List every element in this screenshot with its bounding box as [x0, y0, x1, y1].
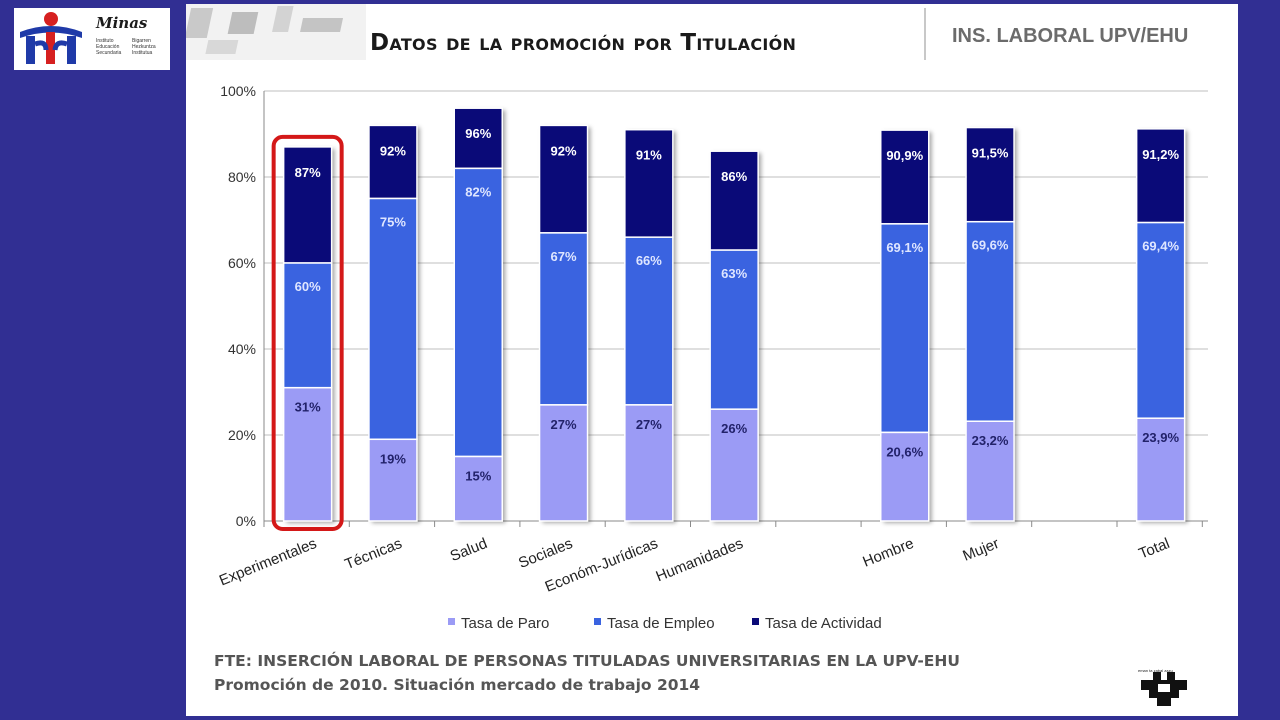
bar-paro: [880, 431, 930, 522]
legend-label: Tasa de Paro: [461, 615, 549, 632]
x-category-label: Sociales: [516, 535, 575, 572]
y-tick-label: 60%: [228, 255, 256, 271]
y-tick-label: 20%: [228, 427, 256, 443]
x-category-label: Humanidades: [653, 535, 745, 585]
x-category-label: Experimentales: [217, 535, 319, 589]
bar-actividad: [1135, 128, 1186, 224]
bar-paro: [453, 455, 503, 522]
legend-swatch: [448, 618, 455, 625]
data-label-empleo: 69,6%: [972, 238, 1009, 253]
bar-actividad: [965, 126, 1015, 223]
bar-empleo: [453, 167, 503, 458]
bar-actividad: [880, 129, 930, 225]
bar-empleo: [282, 262, 333, 389]
data-label-empleo: 69,4%: [1142, 239, 1179, 254]
institute-emblem-icon: [20, 12, 82, 64]
logo-text-left: Instituto Educación Secundaria: [96, 38, 130, 56]
bar-paro: [624, 404, 674, 522]
data-label-paro: 23,2%: [972, 433, 1009, 448]
data-label-empleo: 60%: [295, 279, 321, 294]
bar-empleo: [709, 249, 759, 410]
data-label-actividad: 96%: [465, 126, 491, 141]
header-divider: [924, 8, 926, 60]
legend-swatch: [594, 618, 601, 625]
data-label-actividad: 92%: [380, 143, 406, 158]
bar-actividad: [709, 150, 759, 251]
source-note-line2: Promoción de 2010. Situación mercado de …: [214, 676, 701, 694]
bar-empleo: [624, 236, 674, 406]
data-label-paro: 20,6%: [886, 444, 923, 459]
data-label-paro: 23,9%: [1142, 430, 1179, 445]
x-category-label: Total: [1136, 535, 1172, 563]
data-label-paro: 26%: [721, 421, 747, 436]
data-label-actividad: 92%: [551, 143, 577, 158]
source-note-line1: FTE: INSERCIÓN LABORAL DE PERSONAS TITUL…: [214, 652, 960, 670]
data-label-paro: 19%: [380, 451, 406, 466]
y-tick-label: 0%: [236, 513, 256, 529]
data-label-actividad: 91%: [636, 148, 662, 163]
logo-line: Instituto: [96, 38, 114, 44]
data-label-actividad: 86%: [721, 169, 747, 184]
data-label-actividad: 90,9%: [886, 148, 923, 163]
data-label-empleo: 63%: [721, 266, 747, 281]
x-category-label: Técnicas: [342, 535, 404, 573]
logo-text-right: Bigarren Hezkuntza Institutua: [132, 38, 166, 56]
x-category-label: Hombre: [860, 535, 916, 571]
highlight-box: [271, 134, 344, 531]
bar-paro: [538, 404, 589, 522]
data-label-actividad: 91,5%: [972, 146, 1009, 161]
university-motto: eman ta zabal zazu: [1138, 668, 1173, 673]
bar-paro: [282, 386, 333, 522]
data-label-empleo: 69,1%: [886, 240, 923, 255]
bar-actividad: [368, 124, 418, 200]
x-category-label: Salud: [448, 535, 490, 565]
legend-swatch: [752, 618, 759, 625]
data-label-paro: 27%: [551, 417, 577, 432]
bar-paro: [1135, 417, 1186, 522]
logo-line: Hezkuntza: [132, 44, 156, 50]
data-label-actividad: 91,2%: [1142, 147, 1179, 162]
bar-paro: [965, 420, 1015, 522]
university-logo-icon: [1141, 672, 1187, 706]
y-tick-label: 100%: [220, 83, 256, 99]
legend-label: Tasa de Empleo: [607, 615, 715, 632]
data-label-actividad: 87%: [295, 165, 321, 180]
data-label-paro: 15%: [465, 469, 491, 484]
y-tick-label: 80%: [228, 169, 256, 185]
bar-empleo: [880, 223, 930, 434]
bar-actividad: [453, 107, 503, 170]
logo-line: Institutua: [132, 50, 153, 56]
bar-empleo: [538, 232, 589, 406]
data-label-empleo: 82%: [465, 184, 491, 199]
logo-line: Bigarren: [132, 38, 151, 44]
logo-line: Educación: [96, 44, 120, 50]
bar-paro: [368, 438, 418, 522]
slide: Datos de la promoción por Titulación INS…: [186, 4, 1238, 716]
stacked-bar-chart: 0% 20% 40% 60% 80% 100% 87% 60% 31% Experimentale…: [217, 83, 1208, 632]
y-tick-label: 40%: [228, 341, 256, 357]
bar-actividad: [538, 124, 589, 234]
institute-logo: Minas Instituto Educación Secundaria Big…: [14, 8, 170, 70]
bar-actividad: [624, 128, 674, 238]
data-label-paro: 31%: [295, 400, 321, 415]
data-label-paro: 27%: [636, 417, 662, 432]
data-label-empleo: 66%: [636, 253, 662, 268]
header-decoration: [186, 4, 366, 60]
data-label-empleo: 67%: [551, 249, 577, 264]
bar-empleo: [368, 197, 418, 441]
data-label-empleo: 75%: [380, 215, 406, 230]
x-category-label: Mujer: [960, 535, 1001, 565]
bar-paro: [709, 408, 759, 522]
legend-label: Tasa de Actividad: [765, 615, 882, 632]
header-org-label: INS. LABORAL UPV/EHU: [952, 25, 1189, 47]
bar-empleo: [1135, 221, 1186, 419]
logo-line: Secundaria: [96, 50, 122, 56]
logo-name: Minas: [96, 14, 148, 32]
page-title: Datos de la promoción por Titulación: [370, 30, 797, 56]
